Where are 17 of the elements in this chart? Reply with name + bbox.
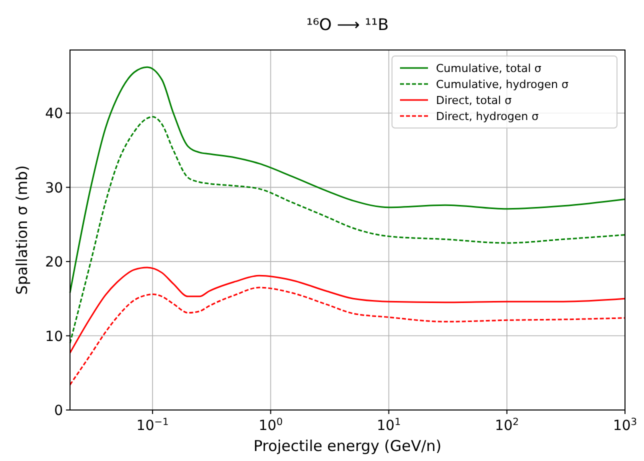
legend-label: Direct, total σ bbox=[436, 94, 512, 107]
x-tick-label: 10$^{3}$ bbox=[612, 416, 638, 434]
y-tick-label: 0 bbox=[54, 403, 63, 419]
y-tick-label: 30 bbox=[45, 180, 63, 196]
x-tick-label: 10$^{1}$ bbox=[376, 416, 401, 434]
x-tick-label: 10$^{−1}$ bbox=[136, 416, 169, 434]
y-tick-label: 10 bbox=[45, 328, 63, 345]
y-tick-label: 40 bbox=[45, 106, 63, 122]
legend-label: Cumulative, hydrogen σ bbox=[436, 78, 568, 91]
x-axis-title: Projectile energy (GeV/n) bbox=[253, 437, 442, 455]
legend-label: Direct, hydrogen σ bbox=[436, 110, 539, 123]
x-tick-label: 10$^{2}$ bbox=[494, 416, 519, 434]
y-tick-label: 20 bbox=[45, 254, 63, 271]
chart-title: ¹⁶O ⟶ ¹¹B bbox=[306, 15, 389, 34]
y-axis-title: Spallation σ (mb) bbox=[13, 165, 31, 295]
x-tick-label: 10$^{0}$ bbox=[258, 416, 283, 434]
legend-label: Cumulative, total σ bbox=[436, 62, 542, 75]
